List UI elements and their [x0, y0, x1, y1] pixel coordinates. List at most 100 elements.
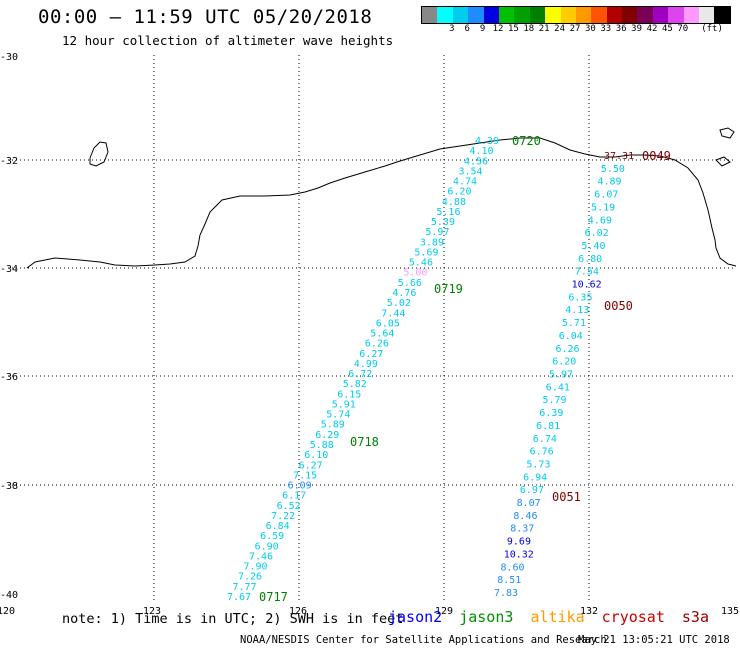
- scale-swatch: [468, 7, 484, 23]
- scale-swatch: [560, 7, 576, 23]
- legend-cryosat: cryosat: [601, 608, 665, 626]
- wave-height-label: 6.04: [559, 331, 583, 342]
- legend-s3a: s3a: [681, 608, 709, 626]
- wave-height-label: 5.39: [431, 217, 455, 228]
- wave-height-label: 6.76: [530, 447, 554, 458]
- wave-height-label: 5.69: [414, 248, 438, 259]
- wave-height-label: 6.27: [299, 460, 323, 471]
- wave-height-label: 4.74: [453, 177, 477, 188]
- page-title: 00:00 – 11:59 UTC 05/20/2018: [38, 6, 373, 28]
- x-tick-label: 123: [143, 606, 161, 617]
- wave-height-label: 7.46: [249, 552, 273, 563]
- y-tick-label: -36: [0, 372, 18, 383]
- wave-height-label: 6.17: [282, 491, 306, 502]
- wave-height-label: 5.73: [526, 460, 550, 471]
- pass-time-label: 0050: [604, 299, 633, 313]
- wave-height-label: 7.90: [244, 562, 268, 573]
- scale-label: 6: [464, 24, 470, 34]
- wave-height-label: 6.27: [359, 349, 383, 360]
- wave-height-label: 5.02: [387, 298, 411, 309]
- scale-swatch: [437, 7, 453, 23]
- wave-height-label: 7.54: [575, 267, 599, 278]
- x-axis-labels: 120 123 126 129 132 135: [0, 606, 739, 617]
- wave-height-label: 6.20: [447, 187, 471, 198]
- wave-height-label: 6.59: [260, 531, 284, 542]
- scale-swatch: [422, 7, 438, 23]
- color-scale-bar: [421, 6, 731, 24]
- wave-height-label: 6.26: [556, 344, 580, 355]
- scale-label: 21: [538, 24, 550, 34]
- wave-height-label: 4.39: [475, 136, 499, 147]
- wave-height-label: 7.26: [238, 572, 262, 583]
- wave-height-label: 5.50: [601, 164, 625, 175]
- wave-height-label: 5.00: [403, 268, 427, 279]
- wave-height-label: 5.40: [581, 241, 605, 252]
- scale-label: 42: [646, 24, 658, 34]
- pass-time-label: 0049: [642, 149, 671, 163]
- color-scale-labels: 3 6 9 12 15 18 21 24 27 30 33 36 39 42 45 70 (ft): [421, 24, 737, 36]
- pass-time-label: 0719: [434, 282, 463, 296]
- wave-height-label: 5.16: [436, 207, 460, 218]
- y-tick-label: -34: [0, 264, 18, 275]
- wave-height-label: 8.37: [510, 524, 534, 535]
- scale-label: 70: [677, 24, 689, 34]
- wave-height-label: 6.81: [536, 421, 560, 432]
- wave-height-label: 4.69: [588, 215, 612, 226]
- x-tick-label: 132: [580, 606, 598, 617]
- wave-height-label: 5.79: [543, 395, 567, 406]
- wave-height-label: 6.29: [315, 430, 339, 441]
- scale-label: 3: [449, 24, 455, 34]
- pass-time-label: 0051: [552, 490, 581, 504]
- x-tick-label: 120: [0, 606, 15, 617]
- legend-jason2: jason2: [388, 608, 443, 626]
- scale-swatch: [606, 7, 623, 23]
- scale-swatch: [622, 7, 638, 23]
- wave-height-label: 9.69: [507, 537, 531, 548]
- scale-swatch: [652, 7, 669, 23]
- wave-height-label: 10.32: [504, 549, 534, 560]
- pass-time-label: 0718: [350, 435, 379, 449]
- legend-jason3: jason3: [459, 608, 514, 626]
- wave-height-label: 5.88: [310, 440, 334, 451]
- scale-label: 15: [507, 24, 519, 34]
- wave-height-label: 6.94: [523, 472, 547, 483]
- wave-height-label: 37.31: [604, 151, 634, 162]
- wave-height-label: 4.89: [598, 177, 622, 188]
- y-tick-label: -30: [0, 52, 18, 63]
- wave-height-label: 7.83: [494, 588, 518, 599]
- scale-swatch: [545, 7, 561, 23]
- wave-height-label: 6.52: [277, 501, 301, 512]
- scale-label: 18: [523, 24, 535, 34]
- pass-time-label: 0720: [512, 134, 541, 148]
- wave-height-label: 6.02: [585, 228, 609, 239]
- wave-height-label: 7.77: [233, 582, 257, 593]
- coastline: [26, 127, 737, 269]
- scale-swatch: [514, 7, 530, 23]
- y-tick-label: -38: [0, 481, 18, 492]
- track-west: 4.394.104.563.544.746.204.885.165.395.97…: [227, 136, 499, 603]
- wave-height-label: 6.72: [348, 369, 372, 380]
- wave-height-label: 5.46: [409, 258, 433, 269]
- wave-height-label: 5.71: [562, 318, 586, 329]
- y-tick-label: -32: [0, 156, 18, 167]
- wave-height-label: 5.97: [549, 370, 573, 381]
- wave-height-label: 6.41: [546, 382, 570, 393]
- scale-label: 24: [554, 24, 566, 34]
- wave-height-label: 6.07: [594, 190, 618, 201]
- wave-height-label: 7.22: [271, 511, 295, 522]
- scale-label: 9: [479, 24, 486, 34]
- wave-height-label: 6.10: [304, 450, 328, 461]
- x-tick-label: 129: [435, 606, 453, 617]
- wave-height-label: 5.66: [398, 278, 422, 289]
- wave-height-label: 7.15: [293, 470, 317, 481]
- scale-label: 12: [492, 24, 504, 34]
- grid-lines: [8, 55, 734, 600]
- scale-swatch: [483, 7, 499, 23]
- wave-height-label: 4.13: [565, 305, 589, 316]
- wave-height-label: 6.80: [578, 254, 602, 265]
- wave-height-label: 5.82: [343, 379, 367, 390]
- wave-height-label: 8.60: [501, 562, 525, 573]
- wave-height-label: 3.89: [420, 237, 444, 248]
- credit-line: NOAA/NESDIS Center for Satellite Applica…: [240, 634, 607, 646]
